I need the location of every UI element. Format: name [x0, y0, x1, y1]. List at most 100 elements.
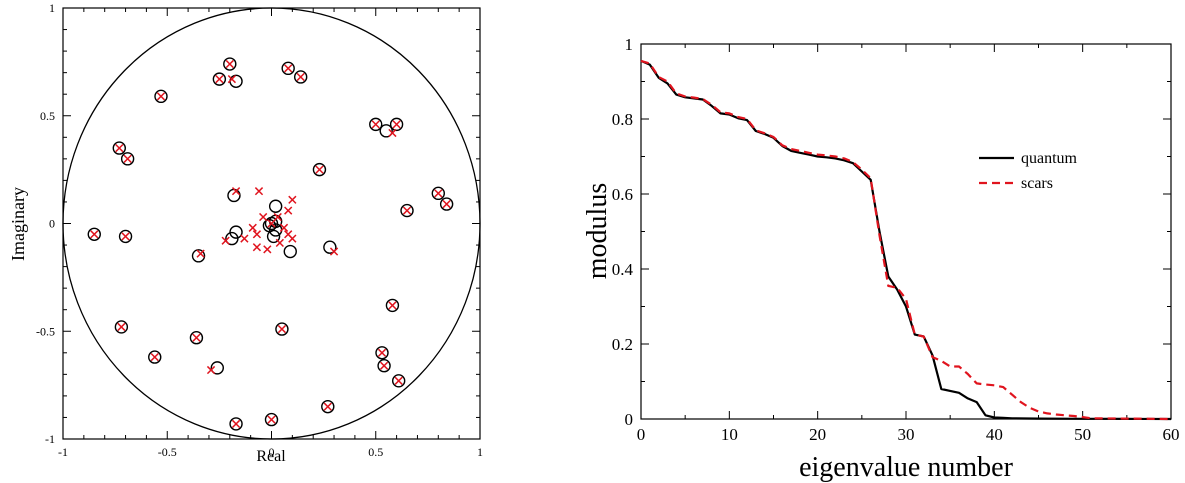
- x-axis-label-real: Real: [256, 448, 286, 465]
- eigenvalue-cross-marker: [254, 187, 264, 196]
- eigenvalue-cross-marker: [90, 230, 99, 239]
- eigenvalue-cross-marker: [288, 195, 297, 204]
- eigenvalue-circle-marker: [275, 322, 289, 336]
- x-tick-label: 40: [986, 425, 1003, 444]
- x-tick-label: 30: [898, 425, 915, 444]
- eigenvalue-cross-marker: [248, 223, 257, 232]
- eigenvalue-circle-marker: [210, 361, 224, 375]
- series-line-quantum: [640, 59, 1172, 421]
- eigenvalue-cross-marker: [206, 365, 216, 375]
- y-tick-label: 0: [49, 217, 55, 231]
- eigenvalue-cross-marker: [388, 301, 397, 310]
- eigenvalue-circle-marker: [400, 203, 414, 218]
- eigenvalue-cross-marker: [221, 236, 230, 245]
- eigenvalue-circle-marker: [120, 152, 135, 166]
- eigenvalue-circle-marker: [268, 199, 283, 213]
- x-axis-label-eigenvalue-number: eigenvalue number: [799, 452, 1013, 483]
- eigenvalue-cross-marker: [277, 324, 287, 334]
- eigenvalue-cross-marker: [323, 402, 332, 411]
- eigenvalue-cross-marker: [240, 234, 249, 243]
- eigenvalue-cross-marker: [273, 212, 282, 222]
- eigenvalue-cross-marker: [196, 249, 205, 258]
- eigenvalue-cross-marker: [392, 120, 401, 129]
- x-tick-label: 1: [477, 445, 483, 459]
- eigenvalue-circle-marker: [266, 229, 281, 244]
- eigenvalue-circle-marker: [148, 350, 162, 364]
- eigenvalue-cross-marker: [442, 199, 451, 209]
- y-tick-label: 1: [625, 35, 634, 54]
- eigenvalue-cross-marker: [259, 212, 268, 222]
- eigenvalue-cross-marker: [117, 322, 126, 332]
- eigenvalue-circle-marker: [389, 117, 404, 132]
- eigenvalue-circle-marker: [225, 231, 239, 246]
- legend-label-scars: scars: [1021, 175, 1053, 192]
- eigenvalue-cross-marker: [227, 74, 237, 84]
- eigenvalue-circle-marker: [229, 74, 243, 88]
- eigenvalue-circle-marker: [191, 249, 206, 263]
- x-tick-label: -0.5: [158, 445, 177, 459]
- right-x-tick-labels: 0 10 20 30 40 50 60: [637, 425, 1180, 444]
- x-tick-label: 0: [269, 445, 275, 459]
- left-ticks: [62, 7, 481, 440]
- eigenvalue-cross-marker: [156, 92, 166, 101]
- eigenvalue-cross-marker: [284, 206, 293, 215]
- eigenvalue-cross-marker: [150, 352, 159, 362]
- eigenvalue-circle-marker: [385, 298, 400, 313]
- eigenvalue-circle-marker: [189, 331, 204, 345]
- eigenvalue-circle-marker: [369, 117, 383, 132]
- x-tick-label: 60: [1163, 425, 1180, 444]
- eigenvalue-circle-marker: [377, 359, 391, 373]
- eigenvalue-circle-marker: [375, 346, 389, 360]
- eigenvalue-cross-marker: [263, 245, 272, 254]
- y-tick-label: 0: [625, 410, 634, 429]
- eigenvalue-cross-marker: [231, 187, 241, 196]
- eigenvalue-circle-marker: [87, 227, 101, 241]
- eigenvalue-circle-marker: [283, 244, 297, 259]
- eigenvalue-cross-marker: [115, 143, 124, 153]
- eigenvalue-circle-marker: [439, 197, 454, 211]
- right-ticks: [640, 43, 1172, 420]
- eigenvalue-circle-marker: [118, 229, 133, 244]
- x-tick-label: 20: [809, 425, 826, 444]
- eigenvalue-cross-marker: [231, 419, 241, 429]
- x-tick-label: 50: [1074, 425, 1091, 444]
- eigenvalue-cross-marker: [377, 348, 387, 357]
- eigenvalue-circle-marker: [312, 162, 327, 177]
- eigenvalue-cross-marker: [288, 234, 297, 243]
- left-x-tick-labels: -1 -0.5 0 0.5 1: [58, 445, 483, 459]
- y-tick-label: -0.5: [36, 324, 55, 338]
- eigenvalue-circle-marker: [154, 89, 168, 104]
- y-tick-label: -1: [45, 432, 55, 446]
- legend-label-quantum: quantum: [1021, 150, 1078, 167]
- eigenvalue-circle-marker: [223, 57, 237, 71]
- eigenvalue-cross-marker: [267, 219, 276, 228]
- eigenvalue-cross-marker: [225, 59, 234, 69]
- eigenvalue-cross-marker: [267, 415, 276, 424]
- eigenvalue-cross-marker: [215, 74, 224, 84]
- eigenvalue-cross-marker: [394, 376, 403, 385]
- eigenvalue-circle-marker: [264, 412, 279, 427]
- eigenvalue-circle-marker: [293, 70, 308, 84]
- eigenvalue-circle-marker: [323, 240, 337, 254]
- eigenvalue-cross-marker: [279, 223, 289, 232]
- eigenvalue-cross-marker: [402, 206, 412, 215]
- eigenvalue-circle-marker: [391, 374, 406, 388]
- plot-frame-right: [640, 43, 1172, 420]
- eigenvalue-cross-marker: [379, 361, 389, 370]
- right-y-tick-labels: 0 0.2 0.4 0.6 0.8 1: [612, 35, 634, 429]
- eigenvalue-cross-marker: [296, 72, 305, 82]
- eigenvalue-circle-marker: [212, 72, 227, 86]
- eigenvalue-circle-marker: [379, 124, 393, 138]
- eigenvalue-plane-chart: -1 -0.5 0 0.5 1 -1 -0.5 0 0.5 1 Real Imaginary: [8, 1, 483, 465]
- x-tick-label: -1: [58, 445, 68, 459]
- legend: quantum scars: [979, 150, 1078, 192]
- y-tick-label: 0.2: [612, 335, 633, 354]
- eigenvalue-cross-marker: [284, 64, 293, 73]
- y-tick-label: 0.6: [612, 185, 633, 204]
- scar-eigenvalue-markers: [90, 59, 451, 429]
- eigenvalue-cross-marker: [315, 165, 324, 174]
- y-tick-label: 1: [49, 1, 55, 15]
- eigenvalue-cross-marker: [434, 189, 443, 198]
- x-tick-label: 10: [721, 425, 738, 444]
